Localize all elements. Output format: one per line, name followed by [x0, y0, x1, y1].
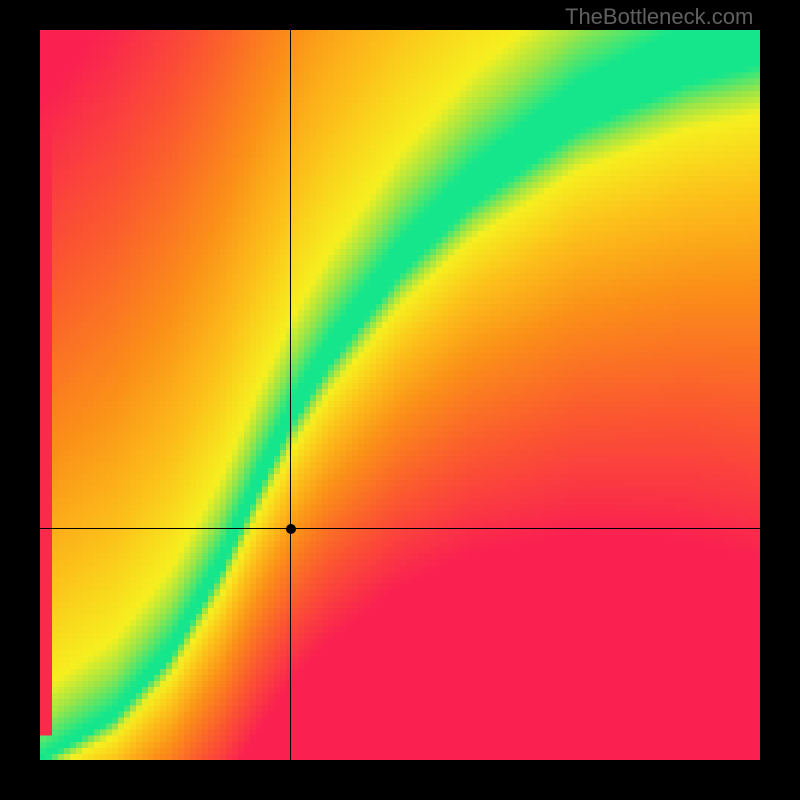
watermark-text: TheBottleneck.com: [565, 4, 753, 30]
bottleneck-heatmap: [40, 30, 760, 760]
chart-container: TheBottleneck.com: [0, 0, 800, 800]
selection-marker: [286, 524, 296, 534]
crosshair-horizontal: [40, 528, 760, 529]
crosshair-vertical: [290, 30, 291, 760]
